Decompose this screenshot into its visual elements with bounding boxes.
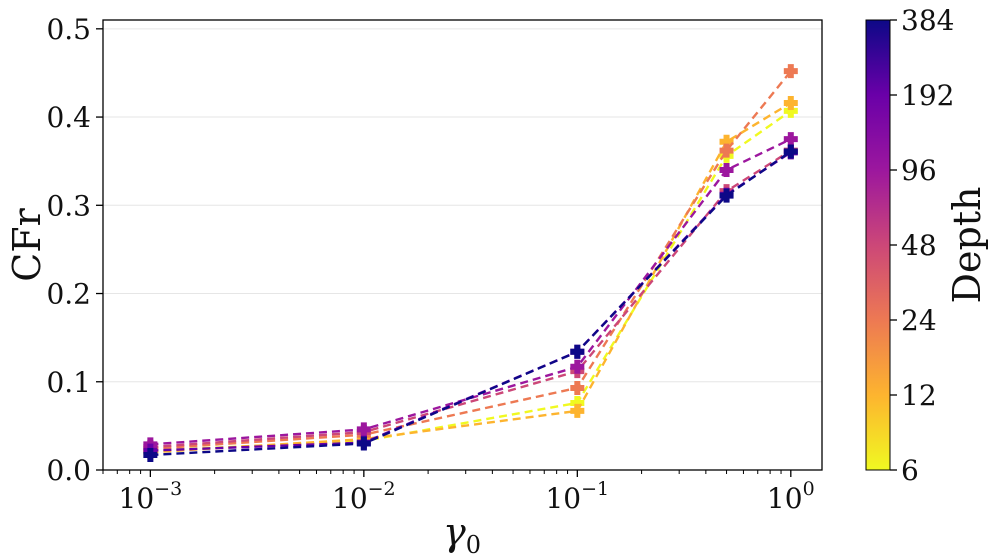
data-point xyxy=(719,188,734,203)
series-line xyxy=(150,150,792,457)
y-tick-label: 0.0 xyxy=(46,454,91,487)
y-axis: 0.0 0.1 0.2 0.3 0.4 0.5 xyxy=(46,13,103,487)
colorbar: 6 12 24 48 96 192 384 Depth xyxy=(865,4,989,487)
plot-frame xyxy=(102,19,823,471)
series-line xyxy=(150,109,792,452)
x-tick-label: 100 xyxy=(767,478,815,515)
data-point xyxy=(143,448,158,462)
x-tick-label: 10−2 xyxy=(332,478,396,515)
colorbar-gradient xyxy=(865,19,891,471)
data-point xyxy=(783,132,798,147)
colorbar-tick-label: 48 xyxy=(901,229,937,262)
series-group xyxy=(143,64,798,462)
series xyxy=(143,103,798,458)
series-line xyxy=(150,149,792,449)
data-point xyxy=(570,359,585,374)
data-point xyxy=(783,103,798,118)
x-tick-label: 10−3 xyxy=(119,478,183,515)
series xyxy=(143,144,798,462)
colorbar-tick-label: 6 xyxy=(901,454,919,487)
data-point xyxy=(570,395,585,410)
series-line xyxy=(150,70,792,450)
series-line xyxy=(150,101,792,454)
x-axis: 10−3 10−2 10−1 100 xyxy=(102,470,815,515)
y-tick-label: 0.5 xyxy=(46,13,91,46)
series xyxy=(143,95,798,460)
colorbar-tick-label: 384 xyxy=(901,4,954,37)
colorbar-tick-label: 24 xyxy=(901,304,937,337)
data-point xyxy=(783,144,798,159)
y-tick-label: 0.2 xyxy=(46,278,91,311)
y-tick-label: 0.3 xyxy=(46,189,91,222)
series-line xyxy=(150,151,792,452)
data-point xyxy=(356,422,371,437)
x-axis-title: γ0 xyxy=(443,510,481,558)
colorbar-tick-label: 192 xyxy=(901,79,954,112)
data-point xyxy=(783,95,798,110)
x-tick-label: 10−1 xyxy=(545,478,609,515)
colorbar-tick-label: 12 xyxy=(901,379,937,412)
y-tick-label: 0.1 xyxy=(46,366,91,399)
data-point xyxy=(356,436,371,451)
x-axis-title-subscript: 0 xyxy=(466,531,481,558)
data-point xyxy=(570,380,585,395)
y-axis-title: CFr xyxy=(5,207,49,281)
colorbar-tick-label: 96 xyxy=(901,154,937,187)
series xyxy=(143,132,798,452)
data-point xyxy=(719,143,734,158)
y-tick-label: 0.4 xyxy=(46,101,91,134)
data-point xyxy=(570,403,585,418)
data-point xyxy=(783,64,798,79)
data-point xyxy=(719,134,734,149)
colorbar-label: Depth xyxy=(945,186,989,303)
data-point xyxy=(570,344,585,359)
data-point xyxy=(719,163,734,177)
